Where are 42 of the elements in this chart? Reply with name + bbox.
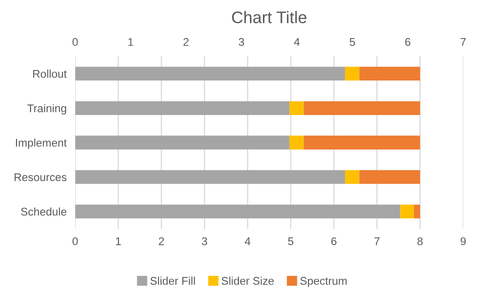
bar: [304, 101, 420, 115]
x2-tick-label: 4: [294, 38, 300, 46]
bar: [289, 101, 304, 115]
x-tick-label: 1: [116, 237, 121, 246]
y-tick-label: Implement: [16, 138, 67, 149]
x-tick-label: 5: [288, 237, 294, 246]
bar: [289, 136, 304, 150]
x-tick-label: 9: [460, 237, 466, 246]
x2-tick-label: 1: [128, 38, 134, 46]
y-tick-label: Training: [27, 104, 66, 114]
bar: [75, 101, 290, 115]
bar: [345, 170, 360, 184]
bar: [400, 204, 414, 218]
chart-title: Chart Title: [232, 11, 306, 24]
bar: [414, 204, 420, 218]
x-tick-label: 0: [72, 237, 78, 246]
bar: [359, 170, 420, 184]
x2-tick-label: 2: [184, 38, 189, 46]
bar: [345, 66, 360, 81]
y-tick-label: Rollout: [33, 70, 67, 78]
bar: [359, 66, 420, 81]
bar: [75, 170, 346, 184]
bar: [75, 66, 346, 81]
legend-label: Spectrum: [300, 276, 347, 287]
legend-label: Slider Fill: [150, 276, 195, 285]
y-tick-label: Resources: [14, 173, 66, 182]
bar: [75, 136, 290, 150]
bar: [75, 204, 400, 218]
x2-tick-label: 5: [350, 38, 355, 46]
x2-tick-label: 0: [72, 38, 78, 46]
legend-label: Slider Size: [222, 276, 274, 285]
y-tick-label: Schedule: [21, 207, 66, 216]
x2-tick-label: 7: [460, 38, 466, 46]
x-tick-label: 2: [158, 237, 164, 246]
x-tick-label: 6: [331, 237, 336, 246]
x2-tick-label: 3: [238, 38, 244, 46]
x-tick-label: 7: [374, 237, 380, 246]
x-tick-label: 3: [202, 237, 208, 246]
x2-tick-label: 6: [405, 38, 410, 46]
x-tick-label: 4: [244, 237, 250, 246]
x-tick-label: 8: [417, 237, 423, 246]
bar: [304, 136, 420, 150]
